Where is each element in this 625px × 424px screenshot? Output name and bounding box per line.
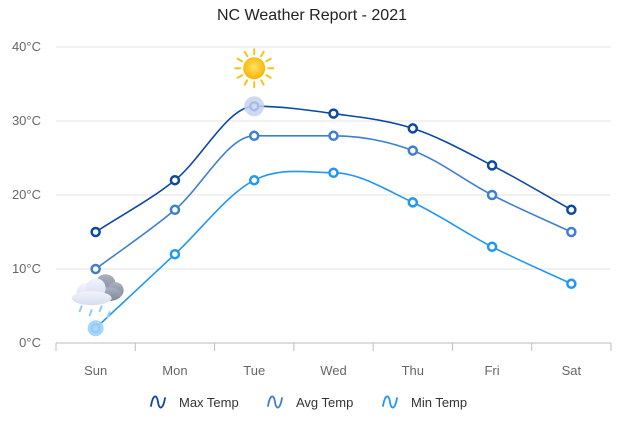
data-point-max-temp-wed[interactable] [328, 108, 339, 119]
data-point-min-temp-mon[interactable] [169, 248, 181, 260]
data-point-avg-temp-sun[interactable] [90, 263, 101, 275]
x-tick-label-mon: Mon [162, 363, 187, 378]
data-point-max-temp-mon[interactable] [169, 174, 181, 186]
data-point-min-temp-sat[interactable] [566, 278, 577, 290]
series-layer [90, 100, 577, 334]
x-tick-label-fri: Fri [484, 363, 499, 378]
legend-line-icon [382, 395, 398, 409]
legend-label: Min Temp [411, 395, 467, 410]
x-tick-label-sun: Sun [84, 363, 107, 378]
data-point-avg-temp-thu[interactable] [407, 145, 419, 156]
data-point-avg-temp-sat[interactable] [566, 226, 577, 238]
x-tick-label-thu: Thu [402, 363, 424, 378]
rain-cloud-icon [71, 274, 124, 337]
x-axis: Sun Mon Tue Wed Thu Fri Sat [55, 342, 612, 378]
weather-icons [71, 48, 275, 337]
x-tick-label-sat: Sat [562, 363, 582, 378]
data-point-max-temp-fri[interactable] [486, 160, 498, 171]
y-axis: 0°C 10°C 20°C 30°C 40°C [12, 39, 41, 350]
legend-item-max-temp[interactable]: Max Temp [150, 395, 239, 410]
data-point-max-temp-thu[interactable] [407, 123, 419, 134]
legend-line-icon [150, 395, 166, 409]
data-point-min-temp-thu[interactable] [407, 197, 419, 208]
data-point-max-temp-sun[interactable] [90, 226, 101, 238]
data-point-min-temp-tue[interactable] [248, 174, 260, 186]
legend-label: Avg Temp [296, 395, 353, 410]
legend: Max Temp Avg Temp Min Temp [150, 395, 467, 410]
legend-item-min-temp[interactable]: Min Temp [382, 395, 467, 410]
data-point-max-temp-sat[interactable] [566, 204, 577, 216]
data-point-avg-temp-fri[interactable] [486, 189, 498, 201]
data-point-min-temp-wed[interactable] [328, 167, 339, 179]
legend-item-avg-temp[interactable]: Avg Temp [267, 395, 353, 410]
data-point-min-temp-fri[interactable] [486, 241, 498, 253]
y-tick-label: 20°C [12, 187, 41, 202]
series-min-temp [90, 167, 577, 334]
data-point-avg-temp-wed[interactable] [328, 130, 339, 142]
data-point-avg-temp-tue[interactable] [248, 130, 260, 142]
sun-icon [234, 48, 275, 117]
y-tick-label: 30°C [12, 113, 41, 128]
chart-title: NC Weather Report - 2021 [217, 7, 407, 24]
legend-label: Max Temp [179, 395, 239, 410]
y-tick-label: 0°C [19, 335, 41, 350]
grid-lines [56, 46, 611, 270]
series-line-avg-temp [95, 134, 572, 270]
series-avg-temp [90, 130, 577, 275]
x-tick-label-wed: Wed [320, 363, 347, 378]
y-tick-label: 40°C [12, 39, 41, 54]
legend-line-icon [267, 395, 283, 409]
x-tick-label-tue: Tue [243, 363, 265, 378]
y-tick-label: 10°C [12, 261, 41, 276]
data-point-avg-temp-mon[interactable] [169, 204, 181, 216]
